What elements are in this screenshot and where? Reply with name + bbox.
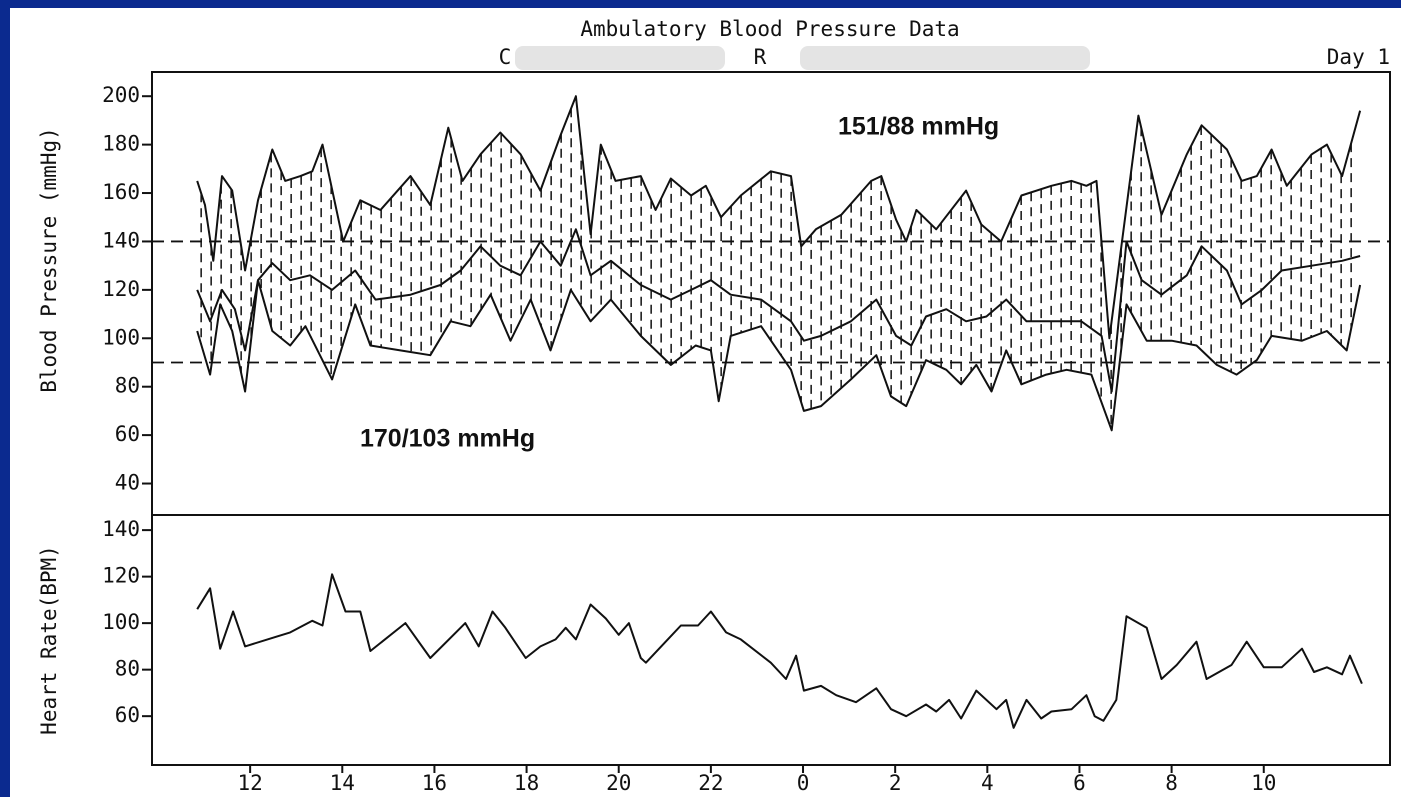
annotation: 170/103 mmHg — [360, 425, 535, 453]
y-axis-label: Heart Rate(BPM) — [37, 545, 61, 735]
x-tick-label: 18 — [514, 771, 539, 795]
subtitle-part: C — [499, 45, 512, 69]
y-axis-label: Blood Pressure (mmHg) — [37, 127, 61, 393]
y-tick-label: 160 — [102, 180, 140, 204]
x-tick-label: 16 — [422, 771, 447, 795]
data-line — [196, 95, 1362, 340]
data-line — [196, 279, 1362, 432]
subtitle-part: R — [754, 45, 767, 69]
y-tick-label: 180 — [102, 132, 140, 156]
x-tick-label: 8 — [1165, 771, 1178, 795]
x-tick-label: 0 — [797, 771, 810, 795]
y-tick-label: 40 — [115, 471, 140, 495]
y-tick-label: 140 — [102, 517, 140, 541]
chart-title: Ambulatory Blood Pressure Data — [580, 17, 959, 41]
x-tick-label: 12 — [237, 771, 262, 795]
x-tick-label: 20 — [606, 771, 631, 795]
y-tick-label: 80 — [115, 374, 140, 398]
y-tick-label: 120 — [102, 277, 140, 301]
y-tick-label: 60 — [115, 703, 140, 727]
x-tick-label: 2 — [889, 771, 902, 795]
x-tick-label: 6 — [1073, 771, 1086, 795]
x-tick-label: 4 — [981, 771, 994, 795]
annotation: 151/88 mmHg — [838, 113, 999, 141]
y-tick-label: 100 — [102, 610, 140, 634]
plot-frame — [151, 514, 1391, 766]
y-tick-label: 140 — [102, 228, 140, 252]
y-tick-label: 200 — [102, 83, 140, 107]
x-tick-label: 22 — [698, 771, 723, 795]
y-tick-label: 100 — [102, 325, 140, 349]
y-tick-label: 120 — [102, 564, 140, 588]
redaction — [515, 46, 725, 70]
y-tick-label: 80 — [115, 657, 140, 681]
paper — [10, 8, 1401, 797]
redaction — [800, 46, 1090, 70]
x-tick-label: 14 — [330, 771, 355, 795]
y-tick-label: 60 — [115, 422, 140, 446]
day-label: Day 1 — [1327, 45, 1390, 69]
data-line — [196, 228, 1361, 393]
data-line — [196, 573, 1363, 729]
x-tick-label: 10 — [1251, 771, 1276, 795]
